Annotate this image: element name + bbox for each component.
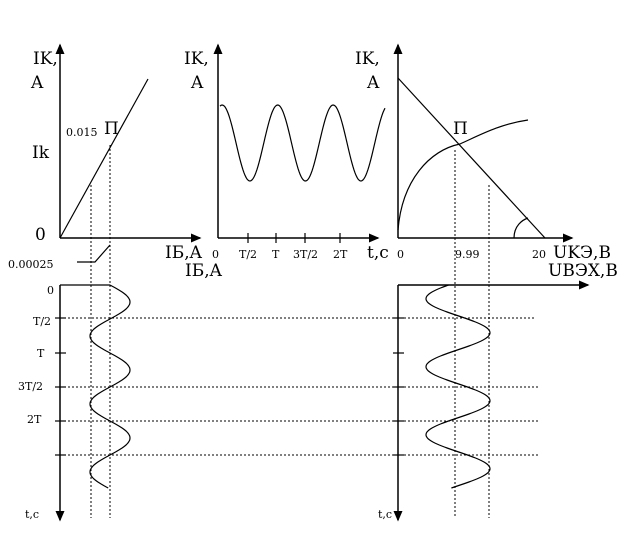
tick-label: T/2: [33, 315, 51, 328]
y-label: t,c: [25, 508, 39, 521]
y-label: IK,: [33, 49, 58, 69]
tick-label: 0: [397, 248, 404, 261]
tick-label: 3T/2: [18, 380, 43, 393]
output-curve: [397, 119, 529, 231]
tick-label: 2T: [27, 413, 42, 426]
operating-point-label: Π: [453, 119, 468, 139]
x-label: UВЭХ,B: [548, 261, 618, 281]
y-unit: A: [190, 73, 204, 93]
load-line: [397, 77, 546, 239]
x-label: IБ,A: [185, 261, 223, 281]
tick-label: 2T: [333, 248, 348, 261]
output-characteristic-plot: IK, A Π 0 9.99 20 UKЭ,B: [355, 43, 611, 263]
base-current-time-plot: IБ,A 0 T/2 T 3T/2 2T t,c: [18, 261, 223, 522]
angle-arc: [513, 217, 529, 239]
tick-label: 3T/2: [293, 248, 318, 261]
input-voltage-time-plot: UВЭХ,B t,c: [378, 261, 618, 522]
y-unit: A: [30, 73, 44, 93]
y-unit: A: [366, 73, 380, 93]
x-label: t,c: [367, 243, 389, 263]
origin-label: 0: [35, 225, 46, 245]
transfer-line: [59, 78, 149, 239]
input-transfer-plot: IK, A 0.015 Π Ik 0 IБ,A 0.00025: [8, 43, 203, 271]
y-label: t,c: [378, 508, 392, 521]
tick-label: T: [272, 248, 280, 261]
voltage-waveform: [425, 284, 491, 489]
point-value: 0.015: [66, 126, 98, 139]
tick-label: T: [37, 347, 45, 360]
tick-label: 9.99: [455, 248, 480, 261]
collector-current-time-plot: IK, A 0 T/2 T 3T/2 2T t,c: [184, 43, 389, 263]
y-label: IK,: [184, 49, 209, 69]
tick-label: 0: [47, 284, 54, 297]
current-waveform: [219, 104, 386, 182]
operating-point-label: Π: [104, 119, 119, 139]
tick-label: 20: [532, 248, 546, 261]
y-label: IK,: [355, 49, 380, 69]
ik-label: Ik: [32, 143, 50, 163]
projection-lines: [60, 145, 540, 518]
x-label: IБ,A: [165, 243, 203, 263]
x-label: UKЭ,B: [553, 243, 611, 263]
base-current-marker: [77, 244, 111, 263]
tick-label: T/2: [239, 248, 257, 261]
tick-label: 0: [212, 248, 219, 261]
base-value: 0.00025: [8, 258, 54, 271]
